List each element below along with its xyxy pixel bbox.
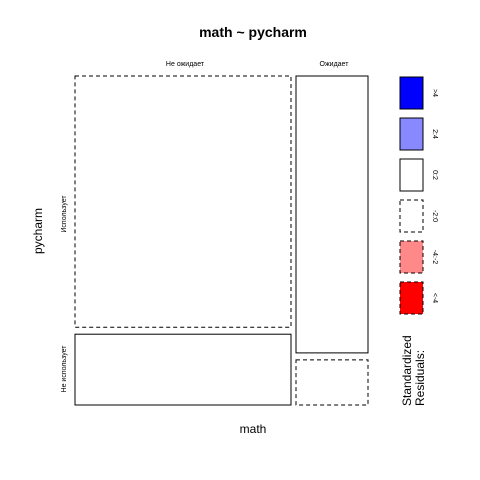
legend-swatch-0-2 — [399, 158, 424, 192]
mosaic-cell-ne-ozhidaet-ne-ispolzuet — [74, 333, 292, 406]
legend-label-0-2: 0:2 — [431, 170, 438, 180]
legend-swatch-gt4 — [399, 76, 424, 110]
legend-label-lt-neg4: <-4 — [431, 293, 438, 303]
legend-label-neg4-neg2: -4:-2 — [431, 250, 438, 265]
y-level-label-0: Использует — [61, 195, 68, 233]
legend-label-2-4: 2:4 — [431, 129, 438, 139]
legend-swatch-neg2-0 — [399, 199, 424, 233]
legend-label-gt4: >4 — [431, 89, 438, 97]
mosaic-cell-ozhidaet-ispolzuet — [295, 75, 369, 354]
y-axis-label: pycharm — [31, 208, 45, 254]
mosaic-cell-ozhidaet-ne-ispolzuet — [295, 359, 369, 406]
x-level-label-0: Не ожидает — [166, 61, 205, 68]
chart-title: math ~ pycharm — [199, 24, 307, 40]
legend-title-line2: Residuals: — [413, 350, 427, 406]
mosaic-cell-ne-ozhidaet-ispolzuet — [74, 75, 292, 328]
legend-label-neg2-0: -2:0 — [431, 210, 438, 222]
x-axis-label: math — [240, 422, 267, 436]
x-level-label-1: Ожидает — [320, 61, 350, 68]
legend-title-line1: Standardized — [400, 335, 414, 406]
y-level-label-1: Не использует — [61, 345, 68, 393]
legend-swatch-2-4 — [399, 117, 424, 151]
legend-swatch-neg4-neg2 — [399, 240, 424, 274]
residuals-legend: >4 2:4 0:2 -2:0 -4:-2 <-4 Standardized R… — [399, 76, 438, 406]
legend-swatch-lt-neg4 — [399, 281, 424, 315]
mosaic-cells — [74, 75, 369, 406]
